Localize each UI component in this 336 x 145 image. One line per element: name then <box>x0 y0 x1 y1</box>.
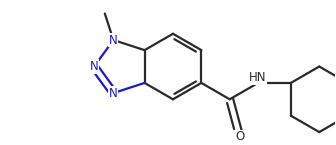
Text: HN: HN <box>249 71 267 84</box>
Text: N: N <box>109 33 118 47</box>
Text: N: N <box>109 87 118 99</box>
Text: N: N <box>90 60 98 73</box>
Text: O: O <box>236 130 245 143</box>
